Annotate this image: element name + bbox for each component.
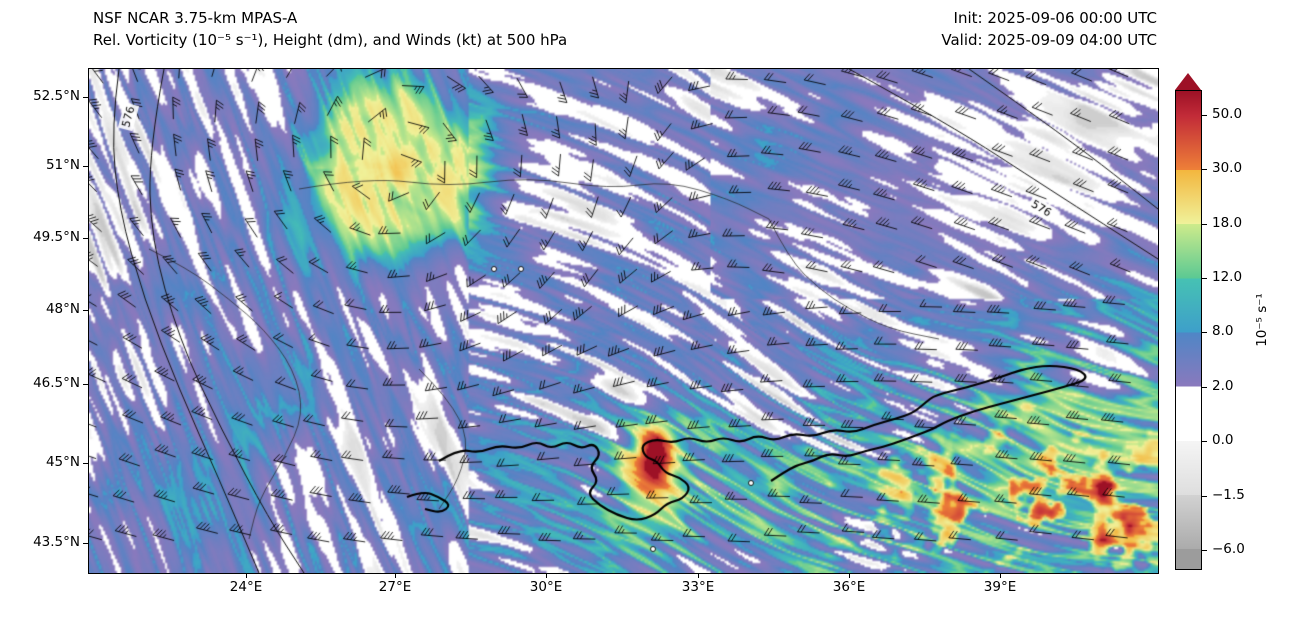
y-axis-tickmark bbox=[83, 310, 88, 311]
colorbar-tick-label: 2.0 bbox=[1212, 378, 1234, 394]
x-axis-tick-label: 27°E bbox=[378, 579, 412, 595]
colorbar-tickmark bbox=[1202, 169, 1207, 170]
colorbar-tickmark bbox=[1202, 224, 1207, 225]
x-axis-tickmark bbox=[698, 573, 699, 578]
x-axis-tick-label: 33°E bbox=[681, 579, 715, 595]
colorbar-tick-label: 12.0 bbox=[1212, 269, 1243, 285]
valid-time: Valid: 2025-09-09 04:00 UTC bbox=[941, 31, 1157, 49]
colorbar-tick-label: 30.0 bbox=[1212, 160, 1243, 176]
y-axis-tickmark bbox=[83, 543, 88, 544]
colorbar-tickmark bbox=[1202, 278, 1207, 279]
y-axis-tickmark bbox=[83, 463, 88, 464]
y-axis-tick-label: 43.5°N bbox=[33, 534, 80, 550]
colorbar-over-arrow bbox=[1175, 73, 1201, 90]
y-axis-tickmark bbox=[83, 97, 88, 98]
y-axis-tick-label: 51°N bbox=[45, 157, 80, 173]
colorbar-tick-label: 8.0 bbox=[1212, 323, 1234, 339]
colorbar-tick-label: 0.0 bbox=[1212, 432, 1234, 448]
colorbar-tick-label: −1.5 bbox=[1212, 487, 1245, 503]
x-axis-tick-label: 30°E bbox=[529, 579, 563, 595]
colorbar-tickmark bbox=[1202, 496, 1207, 497]
map-canvas bbox=[89, 69, 1158, 573]
x-axis-tick-label: 36°E bbox=[832, 579, 866, 595]
x-axis-tickmark bbox=[849, 573, 850, 578]
y-axis-tick-label: 48°N bbox=[45, 301, 80, 317]
x-axis-tick-label: 24°E bbox=[229, 579, 263, 595]
x-axis-tickmark bbox=[1000, 573, 1001, 578]
x-axis-tick-label: 39°E bbox=[983, 579, 1017, 595]
colorbar-tickmark bbox=[1202, 387, 1207, 388]
colorbar-tickmark bbox=[1202, 441, 1207, 442]
colorbar-tickmark bbox=[1202, 115, 1207, 116]
map-plot bbox=[88, 68, 1159, 574]
y-axis-tick-label: 46.5°N bbox=[33, 375, 80, 391]
colorbar-tick-label: −6.0 bbox=[1212, 541, 1245, 557]
x-axis-tickmark bbox=[546, 573, 547, 578]
colorbar-tickmark bbox=[1202, 332, 1207, 333]
y-axis-tick-label: 45°N bbox=[45, 454, 80, 470]
colorbar-bar bbox=[1175, 90, 1202, 570]
plot-subtitle: Rel. Vorticity (10⁻⁵ s⁻¹), Height (dm), … bbox=[93, 31, 568, 49]
colorbar-unit-label: 10⁻⁵ s⁻¹ bbox=[1254, 293, 1270, 347]
init-time: Init: 2025-09-06 00:00 UTC bbox=[953, 9, 1157, 27]
model-title: NSF NCAR 3.75-km MPAS-A bbox=[93, 9, 298, 27]
colorbar-tick-label: 18.0 bbox=[1212, 215, 1243, 231]
y-axis-tick-label: 52.5°N bbox=[33, 88, 80, 104]
x-axis-tickmark bbox=[246, 573, 247, 578]
colorbar-tickmark bbox=[1202, 550, 1207, 551]
y-axis-tickmark bbox=[83, 238, 88, 239]
x-axis-tickmark bbox=[395, 573, 396, 578]
y-axis-tickmark bbox=[83, 384, 88, 385]
y-axis-tickmark bbox=[83, 166, 88, 167]
y-axis-tick-label: 49.5°N bbox=[33, 229, 80, 245]
colorbar-tick-label: 50.0 bbox=[1212, 106, 1243, 122]
